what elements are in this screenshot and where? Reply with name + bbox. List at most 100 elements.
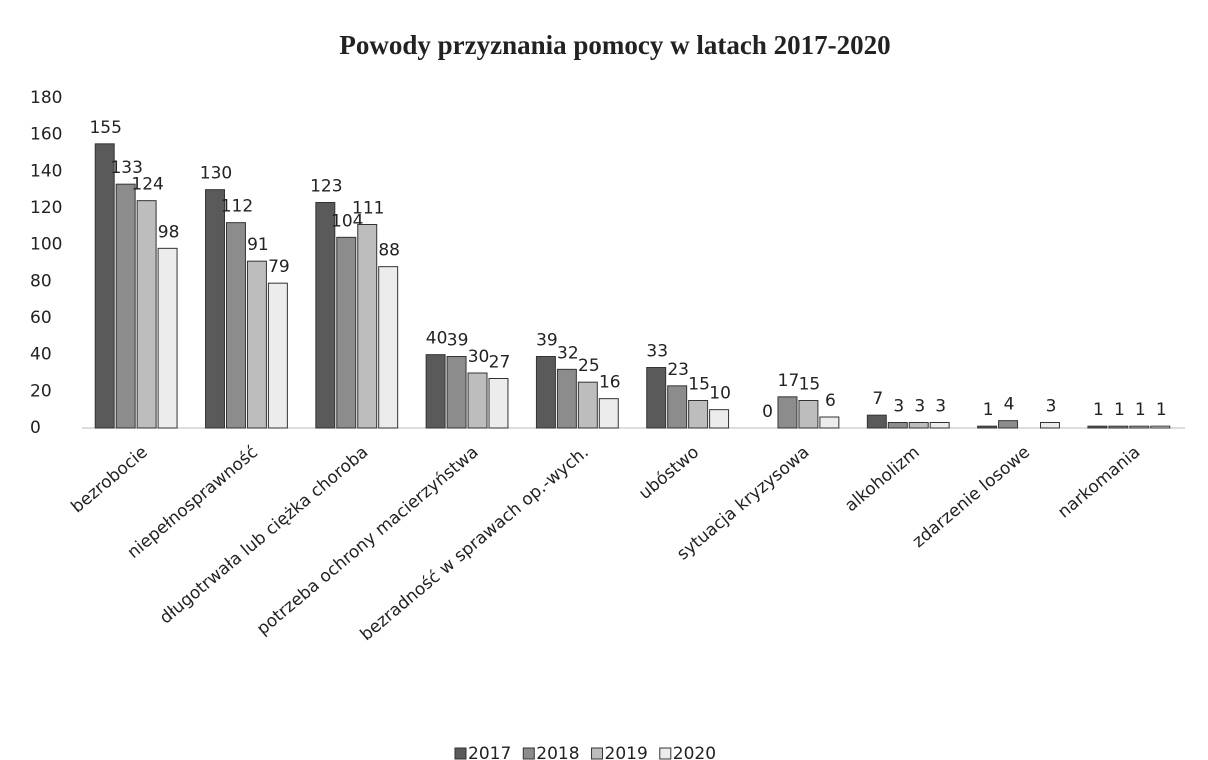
- bar: [157, 247, 178, 429]
- data-label: 16: [599, 373, 621, 393]
- chart-title: Powody przyznania pomocy w latach 2017-2…: [339, 30, 890, 60]
- data-label: 23: [667, 360, 689, 380]
- x-tick-label: bezrobocie: [68, 442, 152, 517]
- data-label: 3: [893, 397, 904, 417]
- bar: [246, 260, 267, 429]
- data-label: 111: [352, 199, 384, 219]
- y-tick-label: 20: [30, 381, 52, 401]
- data-label: 39: [447, 331, 469, 351]
- bar: [667, 385, 688, 429]
- bar: [136, 200, 157, 429]
- legend-item: 2017: [454, 744, 511, 760]
- bar: [1129, 425, 1150, 429]
- data-label: 32: [557, 343, 579, 363]
- data-label: 123: [310, 177, 342, 197]
- x-tick-label: bezradność w sprawach op.-wych.: [357, 442, 593, 645]
- bar: [94, 143, 115, 429]
- bar: [819, 416, 840, 429]
- data-label: 130: [200, 164, 232, 184]
- legend-item: 2020: [659, 744, 716, 760]
- x-tick-label: potrzeba ochrony macierzyństwa: [253, 442, 482, 639]
- data-label: 40: [426, 329, 448, 349]
- bar: [598, 398, 619, 429]
- y-tick-label: 180: [30, 88, 62, 108]
- bar: [425, 354, 446, 429]
- data-label: 124: [131, 175, 163, 195]
- bar: [357, 224, 378, 429]
- legend-item: 2019: [591, 744, 648, 760]
- data-label: 30: [468, 347, 490, 367]
- data-label: 17: [778, 371, 800, 391]
- bar: [1150, 425, 1171, 429]
- bar: [205, 189, 225, 429]
- bar: [998, 420, 1019, 429]
- bar: [267, 282, 288, 429]
- data-label: 27: [489, 353, 511, 373]
- bar: [798, 400, 819, 429]
- y-tick-label: 140: [30, 161, 62, 181]
- data-label: 6: [825, 391, 836, 411]
- x-tick-label: długotrwała lub ciężka choroba: [156, 442, 372, 628]
- data-label: 10: [709, 384, 731, 404]
- legend-swatch: [659, 747, 672, 760]
- x-tick-label: ubóstwo: [635, 442, 703, 503]
- legend-label: 2017: [468, 744, 511, 760]
- data-label: 104: [331, 211, 363, 231]
- bar: [709, 409, 730, 429]
- y-tick-label: 100: [30, 235, 62, 255]
- data-label: 7: [872, 389, 883, 409]
- data-label: 0: [762, 402, 773, 422]
- data-label: 155: [89, 118, 121, 138]
- bar: [646, 367, 667, 429]
- x-tick-label: alkoholizm: [841, 442, 923, 516]
- bar: [446, 356, 467, 429]
- bar: [1108, 425, 1129, 429]
- y-tick-label: 120: [30, 198, 62, 218]
- legend-label: 2020: [673, 744, 716, 760]
- data-label: 112: [221, 197, 253, 217]
- legend-swatch: [591, 747, 604, 760]
- bar: [688, 400, 709, 429]
- bar: [908, 422, 929, 429]
- bar: [1040, 422, 1060, 429]
- bar: [535, 356, 556, 429]
- x-tick-label: zdarzenie losowe: [909, 442, 1034, 552]
- legend-label: 2018: [536, 744, 579, 760]
- bar: [315, 202, 336, 429]
- data-label: 4: [1004, 395, 1015, 415]
- data-label: 39: [536, 331, 558, 351]
- data-label: 1: [983, 400, 994, 420]
- data-label: 33: [646, 342, 668, 362]
- bar: [977, 425, 998, 429]
- bar: [225, 222, 246, 429]
- y-tick-label: 40: [30, 345, 52, 365]
- bar: [866, 414, 887, 429]
- bar: [467, 372, 488, 429]
- data-label: 98: [158, 222, 180, 242]
- data-label: 25: [578, 356, 600, 376]
- y-tick-label: 0: [30, 418, 41, 438]
- bar: [115, 183, 136, 429]
- bar: [887, 422, 908, 429]
- bar: [556, 368, 577, 429]
- data-label: 1: [1114, 400, 1125, 420]
- legend-label: 2019: [605, 744, 648, 760]
- data-label: 15: [688, 375, 710, 395]
- bar: [1087, 425, 1108, 429]
- bar: [777, 396, 798, 429]
- y-tick-label: 160: [30, 125, 62, 145]
- y-tick-label: 60: [30, 308, 52, 328]
- x-tick-label: narkomania: [1054, 442, 1144, 522]
- data-label: 88: [378, 241, 400, 261]
- bar: [336, 236, 357, 429]
- bar: [577, 381, 598, 429]
- y-tick-label: 80: [30, 271, 52, 291]
- data-label: 3: [914, 397, 925, 417]
- legend-swatch: [522, 747, 535, 760]
- legend-item: 2018: [522, 744, 580, 760]
- data-label: 1: [1135, 400, 1146, 420]
- data-label: 3: [1046, 397, 1057, 417]
- data-label: 91: [247, 235, 269, 255]
- data-label: 3: [935, 397, 946, 417]
